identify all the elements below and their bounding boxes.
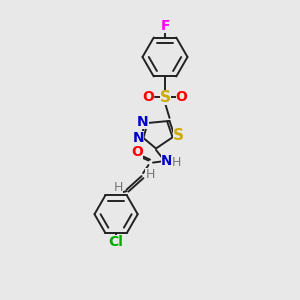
Text: H: H xyxy=(145,168,155,181)
Text: H: H xyxy=(171,156,181,169)
Text: Cl: Cl xyxy=(109,235,124,249)
Text: O: O xyxy=(176,91,188,104)
Text: H: H xyxy=(113,181,123,194)
Text: N: N xyxy=(137,115,148,128)
Text: S: S xyxy=(160,90,170,105)
Text: S: S xyxy=(173,128,184,143)
Text: F: F xyxy=(160,19,170,33)
Text: O: O xyxy=(131,145,143,159)
Text: N: N xyxy=(133,131,144,145)
Text: O: O xyxy=(142,91,154,104)
Text: N: N xyxy=(161,154,172,168)
